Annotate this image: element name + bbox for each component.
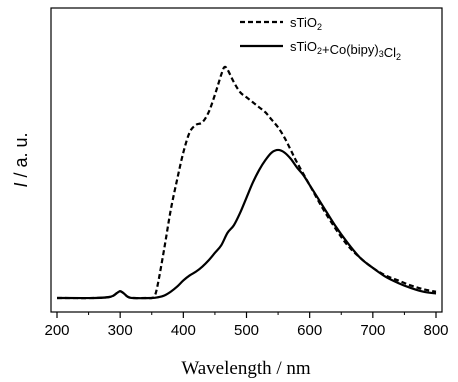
x-tick-label-800: 800 [423,322,448,339]
legend-subscript: 2 [317,22,322,32]
legend-text-part: +Co(bipy) [322,42,379,57]
y-axis-label: I / a. u. [11,132,31,187]
x-tick-label-300: 300 [108,322,133,339]
series-layer [56,65,437,300]
legend-text-part: sTiO [290,15,317,30]
y-axis-label-symbol: I [11,183,31,188]
legend-label-1: sTiO2 [290,15,322,32]
x-tick-label-400: 400 [171,322,196,339]
x-tick-label-500: 500 [234,322,259,339]
legend-text-part: sTiO [290,39,317,54]
legend-label-2: sTiO2+Co(bipy)3Cl2 [290,39,401,62]
y-axis-label-unit: / a. u. [11,132,31,182]
legend-subscript: 2 [396,52,401,62]
legend-subscript: 2 [317,46,322,56]
x-axis-label: Wavelength / nm [181,358,311,379]
x-axis-ticks: 200 300 400 500 600 700 800 [44,312,449,339]
series-stio2-co-bipy-line [56,148,437,300]
legend-subscript: 3 [379,49,384,59]
x-tick-label-200: 200 [44,322,69,339]
x-tick-label-700: 700 [360,322,385,339]
legend-text-part: Cl [384,45,396,60]
x-tick-label-600: 600 [297,322,322,339]
series-stio2-line [56,65,437,300]
